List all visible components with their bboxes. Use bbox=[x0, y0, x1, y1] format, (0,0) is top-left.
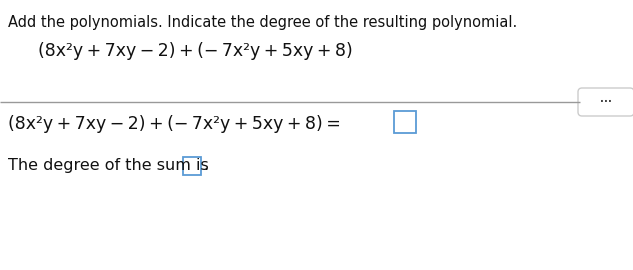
Text: Add the polynomials. Indicate the degree of the resulting polynomial.: Add the polynomials. Indicate the degree… bbox=[8, 15, 517, 30]
Text: .: . bbox=[203, 158, 208, 173]
Text: (8x²y + 7xy − 2) + (− 7x²y + 5xy + 8) =: (8x²y + 7xy − 2) + (− 7x²y + 5xy + 8) = bbox=[8, 115, 341, 133]
FancyBboxPatch shape bbox=[394, 111, 416, 133]
Text: ···: ··· bbox=[600, 97, 612, 107]
Text: (8x²y + 7xy − 2) + (− 7x²y + 5xy + 8): (8x²y + 7xy − 2) + (− 7x²y + 5xy + 8) bbox=[38, 42, 353, 60]
FancyBboxPatch shape bbox=[183, 157, 201, 175]
FancyBboxPatch shape bbox=[578, 88, 633, 116]
Text: The degree of the sum is: The degree of the sum is bbox=[8, 158, 209, 173]
